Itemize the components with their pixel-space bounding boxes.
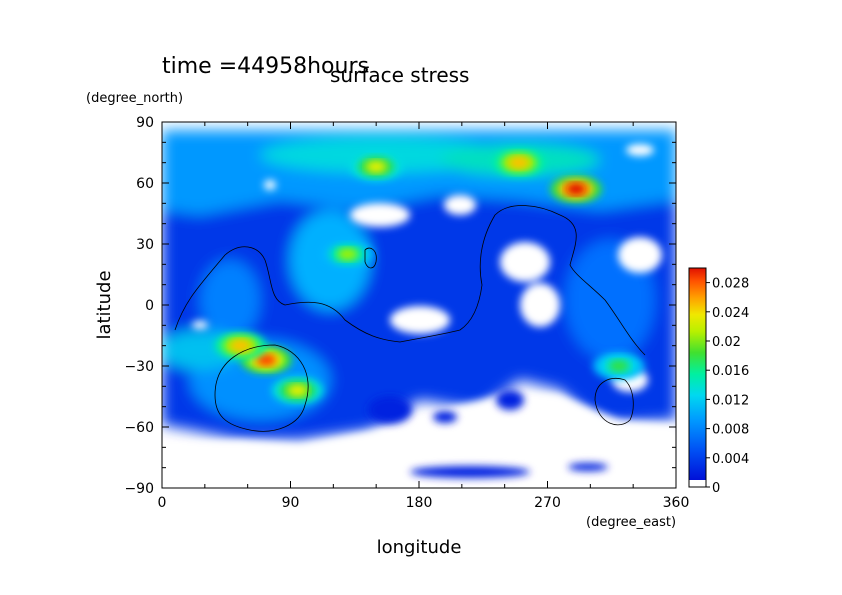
x-tick-label: 0	[158, 495, 167, 511]
x-axis: 0 90 180 270 360	[158, 122, 690, 511]
chart-subtitle: time =44958hours	[162, 54, 369, 79]
colorbar-tick-label: 0.008	[712, 423, 749, 438]
y-tick-label: 90	[136, 115, 154, 131]
colorbar-tick-label: 0.028	[712, 277, 749, 292]
hotspot-layer	[214, 148, 645, 405]
hotspot-blob	[608, 360, 629, 372]
x-tick-label: 360	[663, 495, 690, 511]
hotspot-blob	[566, 183, 587, 196]
y-units-label: (degree_north)	[86, 91, 183, 106]
colorbar-tick-label: 0.012	[712, 393, 749, 408]
y-tick-label: −60	[124, 420, 154, 436]
x-tick-label: 270	[534, 495, 561, 511]
colorbar-tick-label: 0.02	[712, 335, 741, 350]
coastlines	[174, 205, 646, 432]
y-axis: 90 60 30 0 −30 −60 −90	[124, 115, 676, 497]
hotspot-blob	[230, 339, 251, 352]
colorbar-tick-label: 0.016	[712, 364, 749, 379]
y-tick-label: −30	[124, 359, 154, 375]
hotspot-blob	[337, 248, 358, 261]
colorbar-ticks: 0 0.004 0.008 0.012 0.016 0.02 0.024 0.028	[706, 277, 749, 496]
colorbar: 0 0.004 0.008 0.012 0.016 0.02 0.024 0.028	[688, 267, 749, 496]
colorbar-tick-label: 0	[712, 481, 720, 496]
y-tick-label: 0	[145, 298, 154, 314]
hotspot-blob	[508, 156, 529, 169]
y-tick-label: −90	[124, 481, 154, 497]
y-axis-label: latitude	[94, 270, 115, 339]
heatmap-field	[162, 122, 676, 488]
x-tick-label: 180	[406, 495, 433, 511]
colorbar-tick-label: 0.024	[712, 306, 749, 321]
x-tick-label: 90	[282, 495, 300, 511]
x-units-label: (degree_east)	[586, 515, 676, 530]
y-tick-label: 30	[136, 237, 154, 253]
hotspot-blob	[256, 353, 277, 366]
x-axis-label: longitude	[377, 537, 462, 558]
colorbar-tick-label: 0.004	[712, 452, 749, 467]
y-tick-label: 60	[136, 176, 154, 192]
chart-title: surface stress	[330, 63, 469, 87]
hotspot-blob	[287, 384, 308, 397]
hotspot-blob	[366, 160, 387, 173]
